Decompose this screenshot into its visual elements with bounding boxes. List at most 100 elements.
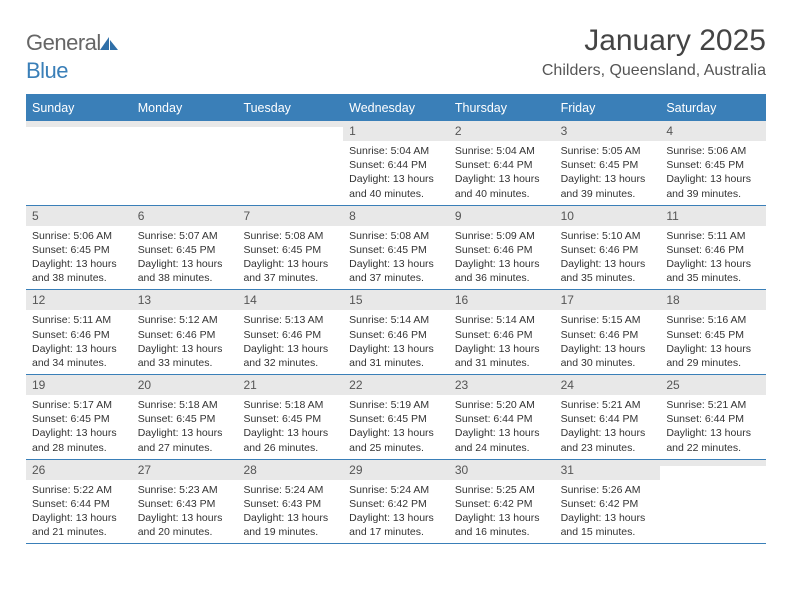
day-header-wed: Wednesday — [343, 96, 449, 121]
calendar-cell: 3Sunrise: 5:05 AMSunset: 6:45 PMDaylight… — [555, 121, 661, 205]
day-data: Sunrise: 5:15 AMSunset: 6:46 PMDaylight:… — [555, 310, 661, 374]
sunrise-text: Sunrise: 5:11 AM — [666, 229, 760, 243]
sunset-text: Sunset: 6:44 PM — [666, 412, 760, 426]
day-number: 11 — [660, 206, 766, 226]
day-number: 24 — [555, 375, 661, 395]
daylight-line1: Daylight: 13 hours — [243, 257, 337, 271]
sunset-text: Sunset: 6:42 PM — [349, 497, 443, 511]
sunset-text: Sunset: 6:45 PM — [138, 412, 232, 426]
day-data: Sunrise: 5:04 AMSunset: 6:44 PMDaylight:… — [449, 141, 555, 205]
day-number: 19 — [26, 375, 132, 395]
calendar-cell: 6Sunrise: 5:07 AMSunset: 6:45 PMDaylight… — [132, 206, 238, 290]
day-number: 21 — [237, 375, 343, 395]
day-data: Sunrise: 5:14 AMSunset: 6:46 PMDaylight:… — [449, 310, 555, 374]
calendar-cell: 8Sunrise: 5:08 AMSunset: 6:45 PMDaylight… — [343, 206, 449, 290]
sunset-text: Sunset: 6:46 PM — [32, 328, 126, 342]
calendar-cell: 14Sunrise: 5:13 AMSunset: 6:46 PMDayligh… — [237, 290, 343, 374]
sunset-text: Sunset: 6:45 PM — [32, 412, 126, 426]
calendar-cell: 9Sunrise: 5:09 AMSunset: 6:46 PMDaylight… — [449, 206, 555, 290]
day-number: 3 — [555, 121, 661, 141]
day-data: Sunrise: 5:16 AMSunset: 6:45 PMDaylight:… — [660, 310, 766, 374]
sunrise-text: Sunrise: 5:06 AM — [666, 144, 760, 158]
day-data: Sunrise: 5:13 AMSunset: 6:46 PMDaylight:… — [237, 310, 343, 374]
month-title: January 2025 — [542, 24, 766, 58]
day-number: 16 — [449, 290, 555, 310]
day-data: Sunrise: 5:05 AMSunset: 6:45 PMDaylight:… — [555, 141, 661, 205]
day-number: 2 — [449, 121, 555, 141]
day-number: 1 — [343, 121, 449, 141]
daylight-line2: and 29 minutes. — [666, 356, 760, 370]
sunrise-text: Sunrise: 5:04 AM — [455, 144, 549, 158]
sunrise-text: Sunrise: 5:24 AM — [243, 483, 337, 497]
calendar-cell: 27Sunrise: 5:23 AMSunset: 6:43 PMDayligh… — [132, 460, 238, 544]
day-data: Sunrise: 5:09 AMSunset: 6:46 PMDaylight:… — [449, 226, 555, 290]
calendar-cell — [26, 121, 132, 205]
week-row: 19Sunrise: 5:17 AMSunset: 6:45 PMDayligh… — [26, 375, 766, 460]
sunrise-text: Sunrise: 5:23 AM — [138, 483, 232, 497]
sunrise-text: Sunrise: 5:07 AM — [138, 229, 232, 243]
sunset-text: Sunset: 6:46 PM — [349, 328, 443, 342]
calendar-cell: 23Sunrise: 5:20 AMSunset: 6:44 PMDayligh… — [449, 375, 555, 459]
week-row: 26Sunrise: 5:22 AMSunset: 6:44 PMDayligh… — [26, 460, 766, 545]
calendar-cell: 12Sunrise: 5:11 AMSunset: 6:46 PMDayligh… — [26, 290, 132, 374]
day-data: Sunrise: 5:18 AMSunset: 6:45 PMDaylight:… — [237, 395, 343, 459]
sunrise-text: Sunrise: 5:20 AM — [455, 398, 549, 412]
daylight-line2: and 15 minutes. — [561, 525, 655, 539]
daylight-line1: Daylight: 13 hours — [666, 257, 760, 271]
daylight-line1: Daylight: 13 hours — [243, 342, 337, 356]
daylight-line1: Daylight: 13 hours — [32, 257, 126, 271]
day-number: 27 — [132, 460, 238, 480]
day-number: 12 — [26, 290, 132, 310]
week-row: 12Sunrise: 5:11 AMSunset: 6:46 PMDayligh… — [26, 290, 766, 375]
week-row: 5Sunrise: 5:06 AMSunset: 6:45 PMDaylight… — [26, 206, 766, 291]
day-data: Sunrise: 5:26 AMSunset: 6:42 PMDaylight:… — [555, 480, 661, 544]
daylight-line2: and 28 minutes. — [32, 441, 126, 455]
daylight-line2: and 39 minutes. — [666, 187, 760, 201]
sunrise-text: Sunrise: 5:18 AM — [243, 398, 337, 412]
daylight-line2: and 32 minutes. — [243, 356, 337, 370]
calendar-cell: 16Sunrise: 5:14 AMSunset: 6:46 PMDayligh… — [449, 290, 555, 374]
sunset-text: Sunset: 6:46 PM — [243, 328, 337, 342]
daylight-line2: and 33 minutes. — [138, 356, 232, 370]
day-number: 7 — [237, 206, 343, 226]
day-header-fri: Friday — [555, 96, 661, 121]
day-data: Sunrise: 5:25 AMSunset: 6:42 PMDaylight:… — [449, 480, 555, 544]
sunrise-text: Sunrise: 5:22 AM — [32, 483, 126, 497]
day-number: 9 — [449, 206, 555, 226]
day-data: Sunrise: 5:24 AMSunset: 6:42 PMDaylight:… — [343, 480, 449, 544]
daylight-line1: Daylight: 13 hours — [349, 511, 443, 525]
calendar-cell: 25Sunrise: 5:21 AMSunset: 6:44 PMDayligh… — [660, 375, 766, 459]
sunrise-text: Sunrise: 5:08 AM — [349, 229, 443, 243]
daylight-line2: and 36 minutes. — [455, 271, 549, 285]
daylight-line1: Daylight: 13 hours — [349, 172, 443, 186]
daylight-line2: and 40 minutes. — [349, 187, 443, 201]
daylight-line1: Daylight: 13 hours — [243, 511, 337, 525]
day-number: 8 — [343, 206, 449, 226]
daylight-line2: and 35 minutes. — [666, 271, 760, 285]
sunrise-text: Sunrise: 5:13 AM — [243, 313, 337, 327]
day-number: 23 — [449, 375, 555, 395]
daylight-line1: Daylight: 13 hours — [32, 426, 126, 440]
day-number: 14 — [237, 290, 343, 310]
daylight-line2: and 34 minutes. — [32, 356, 126, 370]
day-number: 17 — [555, 290, 661, 310]
day-data: Sunrise: 5:08 AMSunset: 6:45 PMDaylight:… — [237, 226, 343, 290]
daylight-line2: and 21 minutes. — [32, 525, 126, 539]
sunrise-text: Sunrise: 5:26 AM — [561, 483, 655, 497]
daylight-line1: Daylight: 13 hours — [561, 426, 655, 440]
sunset-text: Sunset: 6:46 PM — [561, 243, 655, 257]
day-data: Sunrise: 5:06 AMSunset: 6:45 PMDaylight:… — [660, 141, 766, 205]
daylight-line2: and 16 minutes. — [455, 525, 549, 539]
daylight-line2: and 22 minutes. — [666, 441, 760, 455]
sunset-text: Sunset: 6:46 PM — [455, 328, 549, 342]
day-number: 25 — [660, 375, 766, 395]
daylight-line2: and 38 minutes. — [32, 271, 126, 285]
sunrise-text: Sunrise: 5:21 AM — [666, 398, 760, 412]
calendar-cell: 7Sunrise: 5:08 AMSunset: 6:45 PMDaylight… — [237, 206, 343, 290]
sunset-text: Sunset: 6:45 PM — [138, 243, 232, 257]
day-number: 15 — [343, 290, 449, 310]
day-data: Sunrise: 5:20 AMSunset: 6:44 PMDaylight:… — [449, 395, 555, 459]
day-data: Sunrise: 5:22 AMSunset: 6:44 PMDaylight:… — [26, 480, 132, 544]
day-data: Sunrise: 5:12 AMSunset: 6:46 PMDaylight:… — [132, 310, 238, 374]
sunset-text: Sunset: 6:44 PM — [561, 412, 655, 426]
